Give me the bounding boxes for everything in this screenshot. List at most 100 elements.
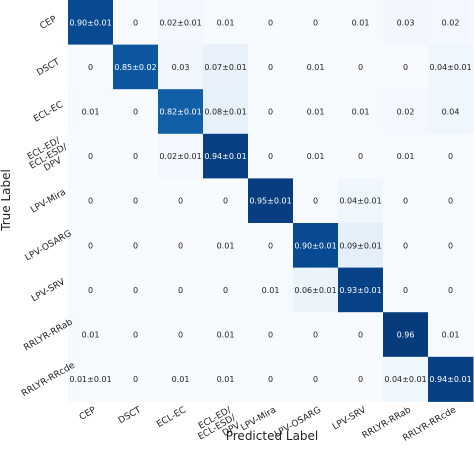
y-tick-label: LPV-OSARG [24,229,74,264]
heatmap-cell-label: 0 [88,63,93,72]
heatmap-cell [248,312,294,358]
heatmap-cell [113,312,159,358]
heatmap-cell-label: 0 [268,108,273,117]
heatmap-cell [68,223,114,269]
heatmap-cell-label: 0.01 [307,108,325,117]
heatmap-cell-label: 0 [313,18,318,27]
heatmap-cell-label: 0 [223,286,228,295]
heatmap-cell-label: 0 [403,241,408,250]
heatmap-cell [383,0,429,46]
heatmap-cell [203,356,249,402]
heatmap-cell [158,267,204,313]
heatmap-cell [203,0,249,46]
x-tick-labels: CEP DSCT ECL-EC ECL-ED/ECL-ESD/DPVLPV-MiraL… [78,405,458,450]
heatmap-cell-label: 0.01±0.01 [69,375,111,384]
heatmap-cell [113,0,159,46]
heatmap-cell [428,0,474,46]
heatmap-cell-label: 0 [133,197,138,206]
heatmap-cell-label: 0.04 [442,108,460,117]
x-tick-label: ECL-ED/ECL-ESD/DPV [192,405,243,450]
heatmap-cell-label: 0 [268,331,273,340]
heatmap-cell-label: 0.82±0.01 [159,108,201,117]
heatmap-cell [113,267,159,313]
heatmap-cell-label: 0.01 [352,18,370,27]
heatmap-cell [428,312,474,358]
heatmap-cell-label: 0.03 [172,63,190,72]
heatmap-cell-label: 0.01 [352,108,370,117]
heatmap-cell [428,89,474,135]
heatmap-cell [68,267,114,313]
y-tick-label: LPV-SRV [30,277,68,305]
heatmap-cell [68,133,114,179]
heatmap-cell [158,356,204,402]
heatmap-cell [248,356,294,402]
heatmap-cell-label: 0.01 [172,375,190,384]
heatmap-cell-label: 0 [178,197,183,206]
heatmap-cell [338,89,384,135]
heatmap-cell [158,312,204,358]
heatmap-cell [203,312,249,358]
heatmap-cell-label: 0.04±0.01 [429,63,471,72]
heatmap-cell-label: 0.07±0.01 [204,63,246,72]
heatmap-cell [383,267,429,313]
heatmap-cell-label: 0 [133,286,138,295]
heatmap-cell [68,356,114,402]
heatmap-cell-label: 0 [268,18,273,27]
heatmap-cell-label: 0 [88,152,93,161]
heatmap-cell-label: 0.02±0.01 [159,18,201,27]
y-tick-label: DSCT [35,57,62,78]
heatmap-cell-label: 0 [358,375,363,384]
heatmap-cell-label: 0.04±0.01 [339,197,381,206]
heatmap-cell-label: 0.95±0.01 [249,197,291,206]
heatmap-cell-label: 0 [133,108,138,117]
heatmap-cell [248,0,294,46]
heatmap-cell-label: 0.01 [217,331,235,340]
heatmap-cell-label: 0.96 [397,331,415,340]
heatmap-cell [158,178,204,224]
heatmap-cell-label: 0 [358,63,363,72]
heatmap-cell-label: 0.90±0.01 [69,18,111,27]
heatmap-cell [68,312,114,358]
heatmap-cell-label: 0 [403,197,408,206]
heatmap-cell-label: 0 [178,331,183,340]
heatmap-cell [248,133,294,179]
heatmap-cell-label: 0.03 [397,18,415,27]
heatmap-cell [203,223,249,269]
heatmap-cell [338,267,384,313]
heatmap-cell [293,89,339,135]
heatmap-cell [113,133,159,179]
heatmap-cell-label: 0.90±0.01 [294,241,336,250]
heatmap-cell [293,44,339,90]
heatmap-cell-label: 0 [403,286,408,295]
heatmap-cell-label: 0 [223,197,228,206]
heatmap-cell [158,44,204,90]
heatmap-cell-label: 0 [88,286,93,295]
heatmap-cell [68,0,114,46]
heatmap-cell [248,178,294,224]
y-tick-label: ECL-EC [32,100,65,125]
heatmap-cell-label: 0.94±0.01 [204,152,246,161]
heatmap-cell-label: 0.01 [82,331,100,340]
heatmap-cell [293,223,339,269]
heatmap-cell [428,44,474,90]
heatmap-cell-label: 0 [268,241,273,250]
heatmap-cell [158,133,204,179]
y-tick-label: ECL-ED/ECL-ESD/DPV [24,134,75,179]
heatmap-cell [428,356,474,402]
heatmap-cell-label: 0 [358,152,363,161]
y-tick-label: LPV-Mira [29,188,68,216]
heatmap-cell-label: 0 [268,63,273,72]
heatmap-cell [383,312,429,358]
heatmap-cell [338,0,384,46]
x-axis-label: Predicted Label [226,429,319,443]
heatmap-cell-label: 0.94±0.01 [429,375,471,384]
heatmap-cell-label: 0 [133,152,138,161]
heatmap-cell-label: 0.06±0.01 [294,286,336,295]
heatmap-cell [248,267,294,313]
heatmap-cell [338,356,384,402]
heatmap-cell [338,178,384,224]
heatmap-cell-label: 0 [268,152,273,161]
heatmap-cell-label: 0.01 [442,331,460,340]
x-tick-label: ECL-EC [155,405,188,430]
heatmap-cell-labels: 0.90±0.01 0 0.02±0.01 0.01 0 0 0.01 0.03 0.02 0 0.… [69,18,471,384]
